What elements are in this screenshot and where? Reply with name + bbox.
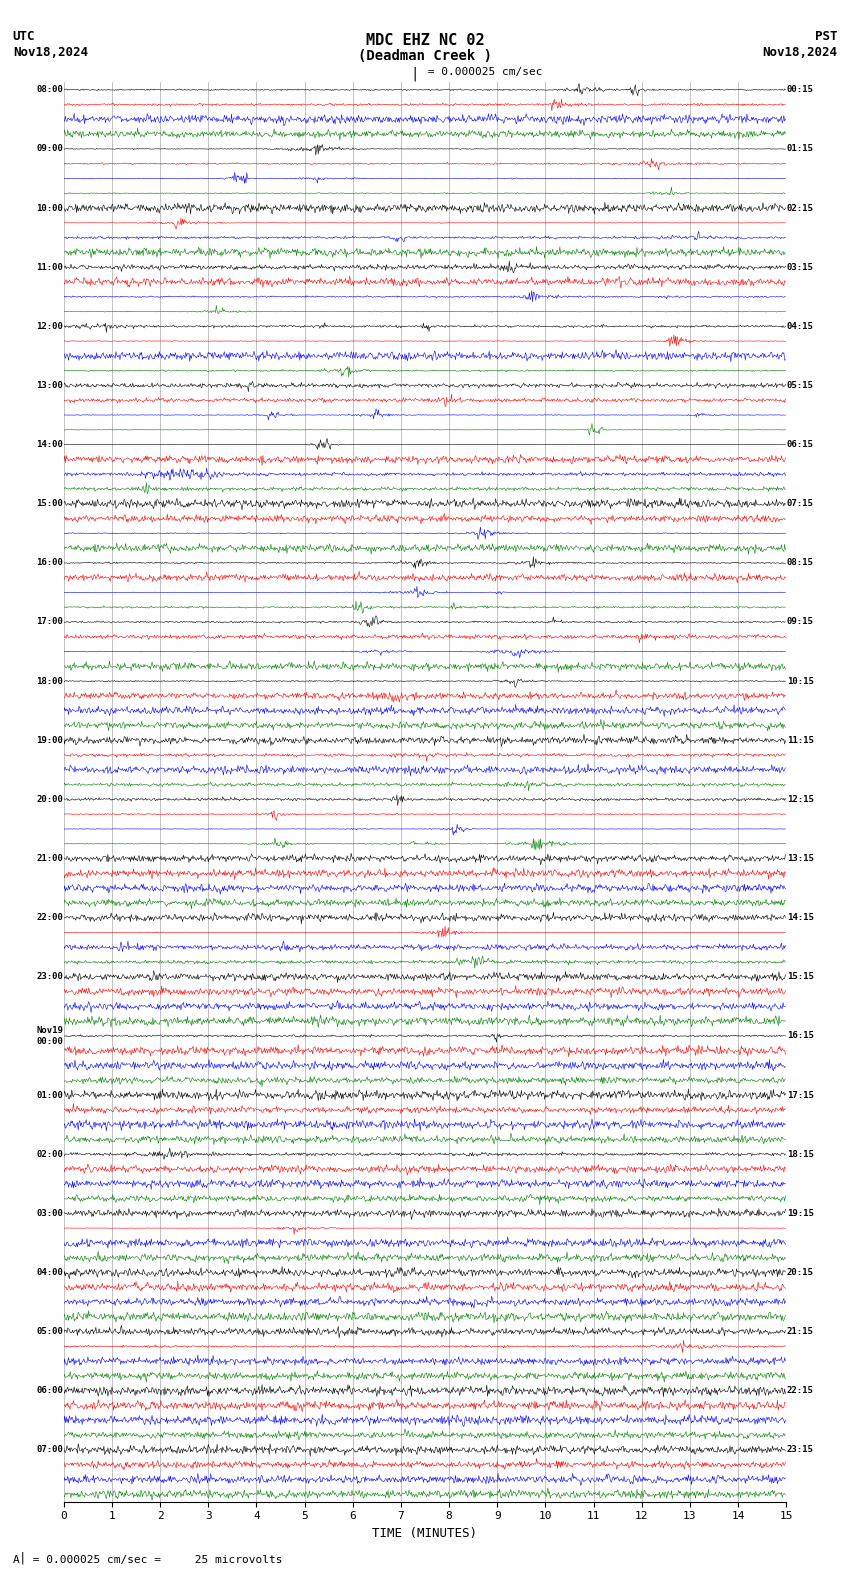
Text: 12:00: 12:00 (37, 322, 63, 331)
Text: 05:00: 05:00 (37, 1327, 63, 1337)
Text: 14:15: 14:15 (787, 912, 813, 922)
Text: MDC EHZ NC 02: MDC EHZ NC 02 (366, 33, 484, 48)
Text: 20:00: 20:00 (37, 795, 63, 805)
Text: 19:00: 19:00 (37, 735, 63, 744)
Text: 01:00: 01:00 (37, 1090, 63, 1099)
Text: 02:00: 02:00 (37, 1150, 63, 1159)
Text: |: | (411, 67, 419, 81)
Text: 02:15: 02:15 (787, 203, 813, 212)
Text: Nov19
00:00: Nov19 00:00 (37, 1026, 63, 1045)
Text: 11:00: 11:00 (37, 263, 63, 272)
Text: 13:00: 13:00 (37, 380, 63, 390)
Text: Nov18,2024: Nov18,2024 (762, 46, 837, 59)
Text: 06:00: 06:00 (37, 1386, 63, 1396)
Text: 18:00: 18:00 (37, 676, 63, 686)
Text: 21:15: 21:15 (787, 1327, 813, 1337)
Text: 20:15: 20:15 (787, 1267, 813, 1277)
Text: A: A (13, 1555, 20, 1565)
Text: 21:00: 21:00 (37, 854, 63, 863)
Text: 14:00: 14:00 (37, 440, 63, 450)
Text: PST: PST (815, 30, 837, 43)
Text: 10:15: 10:15 (787, 676, 813, 686)
Text: 08:00: 08:00 (37, 86, 63, 95)
Text: 10:00: 10:00 (37, 203, 63, 212)
Text: 23:00: 23:00 (37, 973, 63, 982)
Text: 23:15: 23:15 (787, 1445, 813, 1454)
Text: 09:00: 09:00 (37, 144, 63, 154)
Text: 15:15: 15:15 (787, 973, 813, 982)
Text: 22:15: 22:15 (787, 1386, 813, 1396)
Text: 00:15: 00:15 (787, 86, 813, 95)
Text: 17:00: 17:00 (37, 618, 63, 627)
Text: = 0.000025 cm/sec =     25 microvolts: = 0.000025 cm/sec = 25 microvolts (26, 1555, 282, 1565)
Text: 16:15: 16:15 (787, 1031, 813, 1041)
Text: (Deadman Creek ): (Deadman Creek ) (358, 49, 492, 63)
Text: 11:15: 11:15 (787, 735, 813, 744)
Text: 22:00: 22:00 (37, 912, 63, 922)
Text: = 0.000025 cm/sec: = 0.000025 cm/sec (421, 67, 542, 76)
Text: 16:00: 16:00 (37, 558, 63, 567)
Text: 05:15: 05:15 (787, 380, 813, 390)
Text: 12:15: 12:15 (787, 795, 813, 805)
Text: 08:15: 08:15 (787, 558, 813, 567)
Text: 09:15: 09:15 (787, 618, 813, 627)
Text: 18:15: 18:15 (787, 1150, 813, 1159)
Text: 03:15: 03:15 (787, 263, 813, 272)
Text: 19:15: 19:15 (787, 1209, 813, 1218)
Text: 15:00: 15:00 (37, 499, 63, 508)
Text: 04:00: 04:00 (37, 1267, 63, 1277)
X-axis label: TIME (MINUTES): TIME (MINUTES) (372, 1527, 478, 1540)
Text: 06:15: 06:15 (787, 440, 813, 450)
Text: UTC: UTC (13, 30, 35, 43)
Text: 03:00: 03:00 (37, 1209, 63, 1218)
Text: 07:15: 07:15 (787, 499, 813, 508)
Text: Nov18,2024: Nov18,2024 (13, 46, 88, 59)
Text: 13:15: 13:15 (787, 854, 813, 863)
Text: 07:00: 07:00 (37, 1445, 63, 1454)
Text: 17:15: 17:15 (787, 1090, 813, 1099)
Text: 01:15: 01:15 (787, 144, 813, 154)
Text: |: | (19, 1552, 26, 1565)
Text: 04:15: 04:15 (787, 322, 813, 331)
